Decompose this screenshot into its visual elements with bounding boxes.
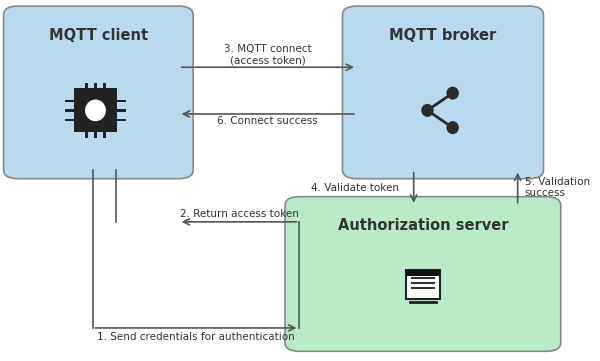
Bar bbox=[116, 100, 126, 102]
Text: 5. Validation
success: 5. Validation success bbox=[524, 177, 590, 199]
FancyBboxPatch shape bbox=[4, 6, 193, 179]
Ellipse shape bbox=[446, 87, 459, 100]
Bar bbox=[103, 131, 106, 138]
Text: 3. MQTT connect
(access token): 3. MQTT connect (access token) bbox=[224, 44, 311, 65]
Bar bbox=[65, 118, 76, 121]
Bar bbox=[65, 100, 76, 102]
FancyBboxPatch shape bbox=[74, 88, 117, 132]
Bar bbox=[65, 109, 76, 112]
Bar bbox=[406, 270, 440, 276]
Text: 6. Connect success: 6. Connect success bbox=[217, 116, 318, 126]
Bar bbox=[85, 83, 88, 90]
FancyBboxPatch shape bbox=[285, 197, 561, 351]
Bar bbox=[406, 270, 440, 299]
Bar bbox=[116, 109, 126, 112]
Bar bbox=[94, 131, 97, 138]
Text: MQTT client: MQTT client bbox=[49, 28, 148, 43]
FancyBboxPatch shape bbox=[343, 6, 544, 179]
Bar bbox=[85, 131, 88, 138]
Text: 4. Validate token: 4. Validate token bbox=[311, 183, 400, 193]
Text: 2. Return access token: 2. Return access token bbox=[179, 209, 299, 219]
Bar bbox=[116, 118, 126, 121]
Ellipse shape bbox=[446, 121, 459, 134]
Text: Authorization server: Authorization server bbox=[338, 218, 508, 233]
Bar bbox=[94, 83, 97, 90]
Bar bbox=[103, 83, 106, 90]
Text: 1. Send credentials for authentication: 1. Send credentials for authentication bbox=[97, 331, 295, 342]
Ellipse shape bbox=[421, 104, 434, 117]
Ellipse shape bbox=[85, 100, 106, 121]
Text: MQTT broker: MQTT broker bbox=[389, 28, 497, 43]
